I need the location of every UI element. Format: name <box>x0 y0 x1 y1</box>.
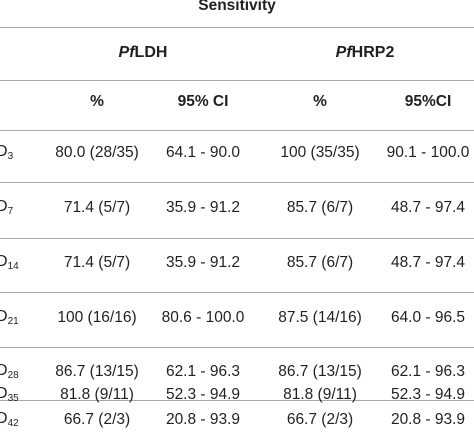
rule-row-2 <box>0 238 474 239</box>
rule-subheaders <box>0 130 474 131</box>
subheader-ci: 95% CI <box>177 93 229 110</box>
table-cell: 35.9 - 91.2 <box>165 254 241 271</box>
row-label: D14 <box>0 253 19 272</box>
table-cell: 90.1 - 100.0 <box>386 144 470 161</box>
group-header-ldh: PfLDH <box>119 44 168 62</box>
row-label-subscript: 28 <box>7 370 19 381</box>
subheader-percent: % <box>313 93 327 110</box>
row-label-main: D <box>0 362 8 379</box>
row-label: D3 <box>0 143 13 162</box>
table-cell: 48.7 - 97.4 <box>390 254 466 271</box>
row-label-main: D <box>0 410 8 427</box>
table-cell: 81.8 (9/11) <box>60 386 134 403</box>
row-label-main: D <box>0 308 8 325</box>
row-label-subscript: 21 <box>7 316 19 327</box>
rule-groups <box>0 80 474 81</box>
table-cell: 80.0 (28/35) <box>55 144 139 161</box>
table-cell: 86.7 (13/15) <box>55 363 139 380</box>
table-cell: 20.8 - 93.9 <box>390 411 466 428</box>
group-name: LDH <box>134 44 168 61</box>
table-cell: 20.8 - 93.9 <box>165 411 241 428</box>
table-cell: 100 (35/35) <box>280 144 360 161</box>
table-cell: 64.0 - 96.5 <box>390 309 466 326</box>
table-cell: 52.3 - 94.9 <box>390 386 466 403</box>
row-label: D28 <box>0 362 19 381</box>
row-label-main: D <box>0 143 8 160</box>
row-label: D35 <box>0 385 19 404</box>
table-cell: 100 (16/16) <box>57 309 137 326</box>
table-cell: 35.9 - 91.2 <box>165 199 241 216</box>
rule-row-5 <box>0 400 474 401</box>
row-label-subscript: 7 <box>7 206 14 217</box>
table-title: Sensitivity <box>198 0 276 14</box>
group-name: HRP2 <box>351 44 395 61</box>
table-cell: 62.1 - 96.3 <box>390 363 466 380</box>
group-prefix: Pf <box>335 44 352 61</box>
table-cell: 71.4 (5/7) <box>63 254 131 271</box>
table-cell: 86.7 (13/15) <box>278 363 362 380</box>
table-cell: 87.5 (14/16) <box>278 309 362 326</box>
table-cell: 71.4 (5/7) <box>63 199 131 216</box>
rule-row-4 <box>0 347 474 348</box>
row-label: D7 <box>0 198 13 217</box>
row-label: D42 <box>0 410 19 429</box>
rule-row-1 <box>0 182 474 183</box>
table-cell: 85.7 (6/7) <box>286 199 354 216</box>
row-label-subscript: 14 <box>7 261 19 272</box>
row-label: D21 <box>0 308 19 327</box>
row-label-main: D <box>0 385 8 402</box>
subheader-ci: 95%CI <box>404 93 452 110</box>
table-cell: 80.6 - 100.0 <box>161 309 245 326</box>
row-label-main: D <box>0 253 8 270</box>
table-cell: 52.3 - 94.9 <box>165 386 241 403</box>
table-cell: 81.8 (9/11) <box>283 386 357 403</box>
table-cell: 64.1 - 90.0 <box>165 144 241 161</box>
group-header-hrp2: PfHRP2 <box>336 44 395 62</box>
row-label-subscript: 35 <box>7 393 19 404</box>
group-prefix: Pf <box>118 44 135 61</box>
row-label-subscript: 42 <box>7 418 19 429</box>
subheader-percent: % <box>90 93 104 110</box>
row-label-main: D <box>0 198 8 215</box>
rule-top <box>0 27 474 28</box>
table-cell: 66.7 (2/3) <box>63 411 131 428</box>
table-cell: 85.7 (6/7) <box>286 254 354 271</box>
table-cell: 62.1 - 96.3 <box>165 363 241 380</box>
table-cell: 48.7 - 97.4 <box>390 199 466 216</box>
row-label-subscript: 3 <box>7 151 14 162</box>
rule-row-3 <box>0 292 474 293</box>
table-cell: 66.7 (2/3) <box>286 411 354 428</box>
